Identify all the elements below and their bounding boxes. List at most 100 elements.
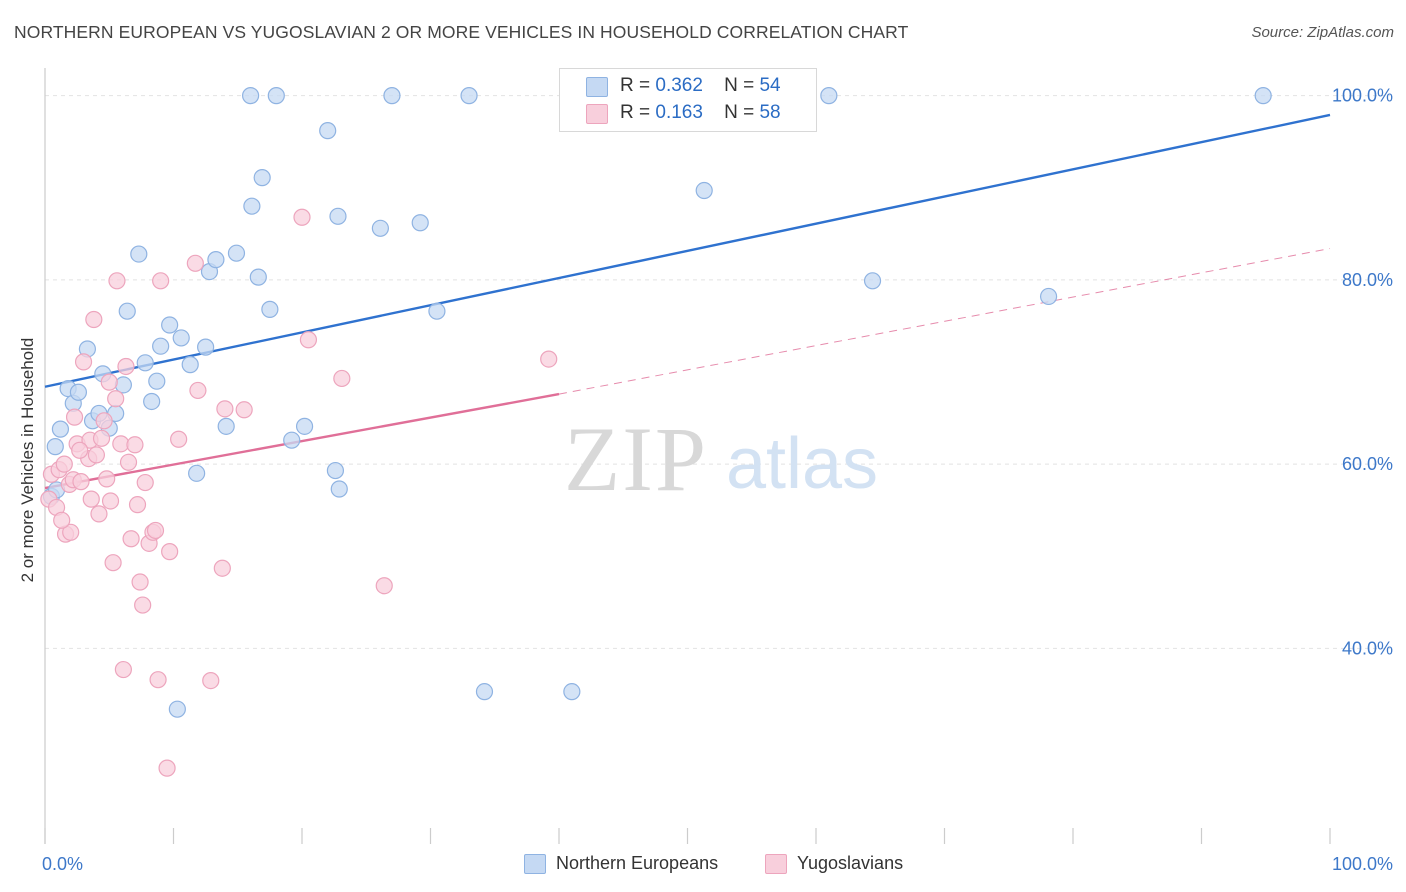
point-yugoslavians — [136, 473, 154, 492]
point-yugoslavians — [189, 381, 207, 400]
point-northern-europeans — [563, 683, 581, 701]
point-yugoslavians — [122, 530, 140, 548]
point-yugoslavians — [170, 430, 188, 448]
point-yugoslavians — [104, 554, 122, 572]
point-northern-europeans — [253, 169, 271, 187]
point-northern-europeans — [261, 300, 279, 318]
point-yugoslavians — [152, 272, 170, 290]
point-northern-europeans — [168, 700, 186, 718]
point-northern-europeans — [863, 272, 882, 290]
pink-swatch — [765, 854, 787, 874]
point-yugoslavians — [540, 350, 558, 368]
point-yugoslavians — [95, 412, 113, 430]
point-yugoslavians — [53, 511, 71, 529]
watermark-zip: ZIP — [564, 408, 708, 510]
n-label: N = — [724, 75, 755, 96]
point-northern-europeans — [69, 383, 88, 401]
r-label: R = — [620, 102, 651, 123]
point-northern-europeans — [1039, 287, 1058, 306]
axes — [44, 68, 1331, 844]
watermark-atlas: atlas — [726, 424, 878, 504]
blue-swatch — [524, 854, 546, 874]
point-northern-europeans — [207, 251, 225, 269]
point-yugoslavians — [299, 331, 318, 349]
point-yugoslavians — [117, 357, 135, 376]
point-northern-europeans — [283, 431, 301, 449]
point-yugoslavians — [119, 453, 138, 471]
r-label: R = — [620, 75, 651, 96]
point-yugoslavians — [213, 559, 231, 577]
point-northern-europeans — [217, 417, 235, 435]
point-yugoslavians — [235, 401, 253, 419]
point-northern-europeans — [118, 302, 136, 320]
point-northern-europeans — [172, 329, 190, 347]
tick-labels: 100.0% 80.0% 60.0% 40.0% 0.0% 100.0% — [42, 86, 1393, 874]
point-northern-europeans — [51, 420, 70, 438]
x-tick-label: 100.0% — [1332, 854, 1393, 874]
n-value: 58 — [759, 102, 781, 123]
point-yugoslavians — [90, 505, 108, 523]
point-yugoslavians — [293, 208, 311, 226]
data-points — [40, 87, 1272, 777]
point-northern-europeans — [143, 392, 161, 411]
y-tick-label: 40.0% — [1342, 638, 1393, 658]
point-northern-europeans — [46, 438, 64, 456]
point-northern-europeans — [197, 338, 215, 356]
point-northern-europeans — [329, 207, 347, 225]
point-yugoslavians — [92, 429, 111, 447]
trend-line-northern-europeans — [44, 113, 1331, 388]
point-yugoslavians — [126, 436, 144, 454]
n-label: N = — [724, 102, 755, 123]
y-tick-label: 80.0% — [1342, 270, 1393, 290]
point-yugoslavians — [74, 353, 93, 371]
y-tick-label: 60.0% — [1342, 454, 1393, 474]
point-northern-europeans — [161, 316, 179, 334]
point-northern-europeans — [820, 87, 838, 105]
point-northern-europeans — [460, 87, 478, 105]
point-northern-europeans — [152, 337, 170, 355]
point-yugoslavians — [98, 470, 116, 488]
point-yugoslavians — [161, 543, 179, 561]
point-yugoslavians — [375, 577, 393, 595]
point-northern-europeans — [243, 197, 261, 215]
trend-line-yugoslavians — [44, 392, 560, 490]
point-yugoslavians — [72, 473, 90, 491]
point-northern-europeans — [188, 464, 206, 482]
point-northern-europeans — [371, 219, 389, 237]
point-yugoslavians — [85, 310, 103, 329]
legend-label: Yugoslavians — [797, 853, 904, 873]
point-yugoslavians — [100, 373, 118, 391]
legend-label: Northern Europeans — [556, 853, 719, 873]
point-yugoslavians — [333, 369, 351, 388]
point-yugoslavians — [101, 492, 120, 510]
point-yugoslavians — [128, 496, 147, 514]
y-tick-label: 100.0% — [1332, 86, 1393, 106]
watermark: ZIP atlas — [564, 408, 878, 510]
point-northern-europeans — [148, 372, 166, 390]
point-yugoslavians — [65, 408, 84, 426]
n-value: 54 — [759, 75, 781, 96]
point-yugoslavians — [108, 272, 126, 290]
point-northern-europeans — [428, 302, 446, 320]
point-yugoslavians — [114, 660, 132, 679]
r-value: 0.163 — [655, 102, 703, 123]
point-yugoslavians — [107, 390, 125, 408]
point-northern-europeans — [295, 417, 314, 435]
point-yugoslavians — [158, 759, 176, 777]
point-northern-europeans — [249, 268, 267, 286]
trend-lines — [44, 113, 1331, 490]
chart-title: NORTHERN EUROPEAN VS YUGOSLAVIAN 2 OR MO… — [14, 22, 909, 42]
point-yugoslavians — [149, 671, 167, 689]
point-yugoslavians — [146, 521, 165, 540]
point-northern-europeans — [383, 87, 401, 105]
gridlines — [45, 95, 1390, 649]
point-northern-europeans — [227, 244, 246, 262]
point-yugoslavians — [71, 441, 89, 459]
source-credit: Source: ZipAtlas.com — [1251, 24, 1394, 41]
point-northern-europeans — [330, 480, 348, 498]
point-yugoslavians — [131, 573, 149, 591]
point-northern-europeans — [136, 354, 154, 372]
point-yugoslavians — [216, 400, 234, 418]
point-yugoslavians — [202, 672, 220, 690]
